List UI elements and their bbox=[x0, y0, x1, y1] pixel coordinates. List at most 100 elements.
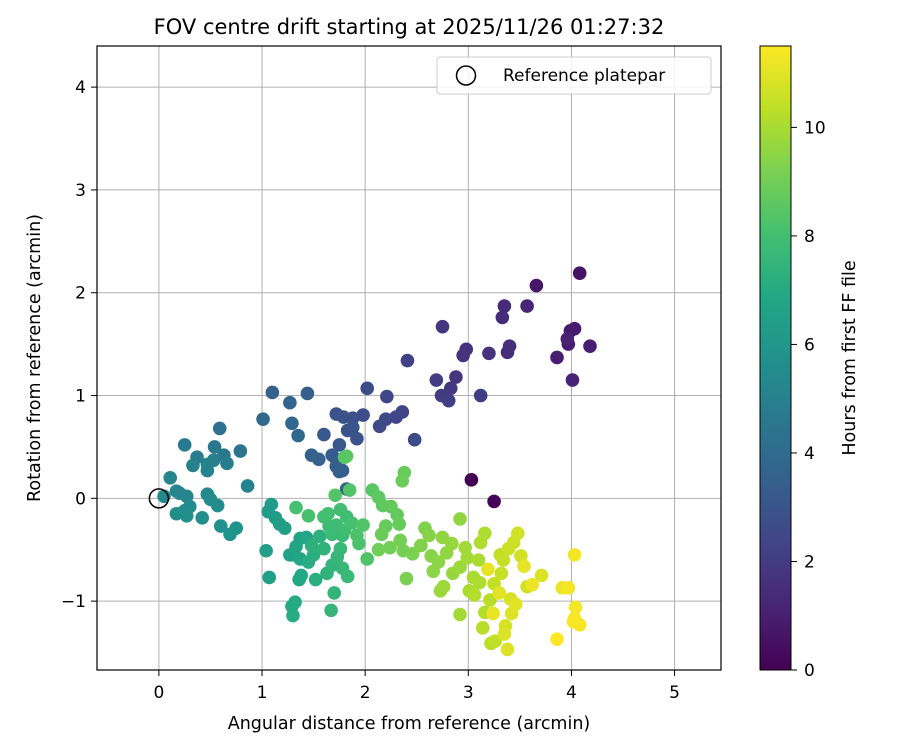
data-point bbox=[481, 562, 495, 577]
colorbar-label: Hours from first FF file bbox=[840, 260, 860, 455]
data-point bbox=[317, 541, 331, 556]
data-point bbox=[352, 536, 366, 551]
data-point bbox=[312, 529, 327, 544]
data-point bbox=[500, 345, 515, 360]
data-point bbox=[262, 570, 277, 585]
data-point bbox=[259, 543, 273, 558]
data-point bbox=[567, 548, 582, 562]
data-point bbox=[405, 547, 420, 561]
data-point bbox=[445, 536, 459, 551]
data-point bbox=[395, 474, 410, 488]
data-point bbox=[332, 464, 347, 479]
y-tick-label: 2 bbox=[75, 284, 86, 304]
data-point bbox=[333, 502, 348, 517]
data-point bbox=[283, 395, 297, 410]
reference-marker-group bbox=[148, 488, 170, 509]
data-point bbox=[333, 541, 348, 556]
legend-label: Reference platepar bbox=[503, 66, 665, 86]
data-point bbox=[301, 508, 316, 523]
data-point bbox=[200, 463, 215, 478]
colorbar-tick-label: 8 bbox=[804, 227, 815, 247]
data-point bbox=[453, 512, 467, 526]
x-axis-ticks: 0 1 2 3 4 5 bbox=[153, 670, 680, 703]
x-tick-label: 3 bbox=[463, 683, 474, 703]
data-point bbox=[429, 373, 444, 387]
data-point bbox=[327, 586, 342, 600]
data-point bbox=[400, 353, 415, 368]
data-point bbox=[414, 538, 428, 553]
data-point bbox=[325, 448, 339, 462]
data-point bbox=[497, 299, 512, 313]
data-point bbox=[458, 540, 473, 555]
legend: Reference platepar bbox=[436, 56, 712, 95]
y-axis-label: Rotation from reference (arcmin) bbox=[25, 214, 45, 502]
data-point bbox=[517, 559, 531, 573]
data-point bbox=[514, 549, 528, 563]
data-point bbox=[163, 470, 178, 485]
data-point bbox=[179, 489, 194, 504]
data-point bbox=[464, 473, 479, 487]
data-point bbox=[223, 527, 237, 542]
x-tick-label: 0 bbox=[153, 683, 164, 703]
y-tick-label: 3 bbox=[75, 181, 86, 201]
data-point bbox=[482, 346, 496, 361]
data-point bbox=[210, 498, 225, 513]
data-point bbox=[286, 608, 300, 623]
data-point bbox=[583, 339, 597, 353]
data-point bbox=[324, 603, 338, 618]
data-point bbox=[500, 642, 515, 657]
data-point bbox=[478, 526, 492, 541]
data-point bbox=[329, 407, 344, 421]
data-point bbox=[511, 526, 525, 541]
data-point bbox=[342, 483, 357, 497]
data-point bbox=[560, 332, 575, 346]
x-axis-label: Angular distance from reference (arcmin) bbox=[228, 714, 591, 734]
data-point bbox=[389, 410, 403, 424]
data-point bbox=[308, 572, 323, 587]
y-tick-label: 4 bbox=[75, 78, 86, 98]
data-point bbox=[472, 575, 487, 590]
data-point bbox=[550, 632, 564, 646]
legend-marker-icon bbox=[455, 65, 477, 86]
data-point bbox=[356, 518, 370, 532]
data-point bbox=[453, 607, 467, 622]
data-point bbox=[380, 389, 394, 404]
data-point bbox=[494, 566, 509, 581]
data-point bbox=[399, 571, 414, 586]
scatter-points bbox=[157, 266, 597, 657]
colorbar: 0 2 4 6 8 10 Hours from first FF file bbox=[759, 45, 860, 681]
data-point bbox=[372, 419, 387, 434]
data-point bbox=[433, 584, 448, 598]
data-point bbox=[550, 350, 564, 365]
data-point bbox=[345, 420, 360, 435]
data-point bbox=[529, 278, 544, 293]
data-point bbox=[177, 438, 192, 452]
data-point bbox=[473, 388, 488, 403]
data-point bbox=[488, 634, 502, 649]
data-point bbox=[220, 456, 234, 471]
data-point bbox=[169, 484, 184, 498]
data-point bbox=[561, 580, 576, 595]
colorbar-tick-label: 0 bbox=[804, 661, 815, 681]
data-point bbox=[525, 577, 540, 592]
data-point bbox=[497, 627, 512, 641]
x-tick-label: 4 bbox=[566, 683, 577, 703]
data-point bbox=[212, 421, 227, 436]
data-point bbox=[213, 519, 228, 533]
data-point bbox=[492, 586, 507, 600]
data-point bbox=[371, 542, 386, 557]
data-point bbox=[572, 266, 587, 280]
data-point bbox=[435, 319, 450, 334]
data-point bbox=[277, 521, 292, 535]
data-point bbox=[496, 553, 511, 567]
data-point bbox=[344, 516, 359, 530]
data-point bbox=[567, 321, 582, 336]
data-point bbox=[288, 595, 302, 609]
data-point bbox=[233, 444, 248, 458]
data-point bbox=[568, 600, 583, 615]
data-point bbox=[169, 506, 184, 521]
data-point bbox=[475, 621, 490, 635]
data-point bbox=[265, 385, 280, 400]
data-point bbox=[508, 597, 523, 612]
data-point bbox=[291, 428, 305, 443]
